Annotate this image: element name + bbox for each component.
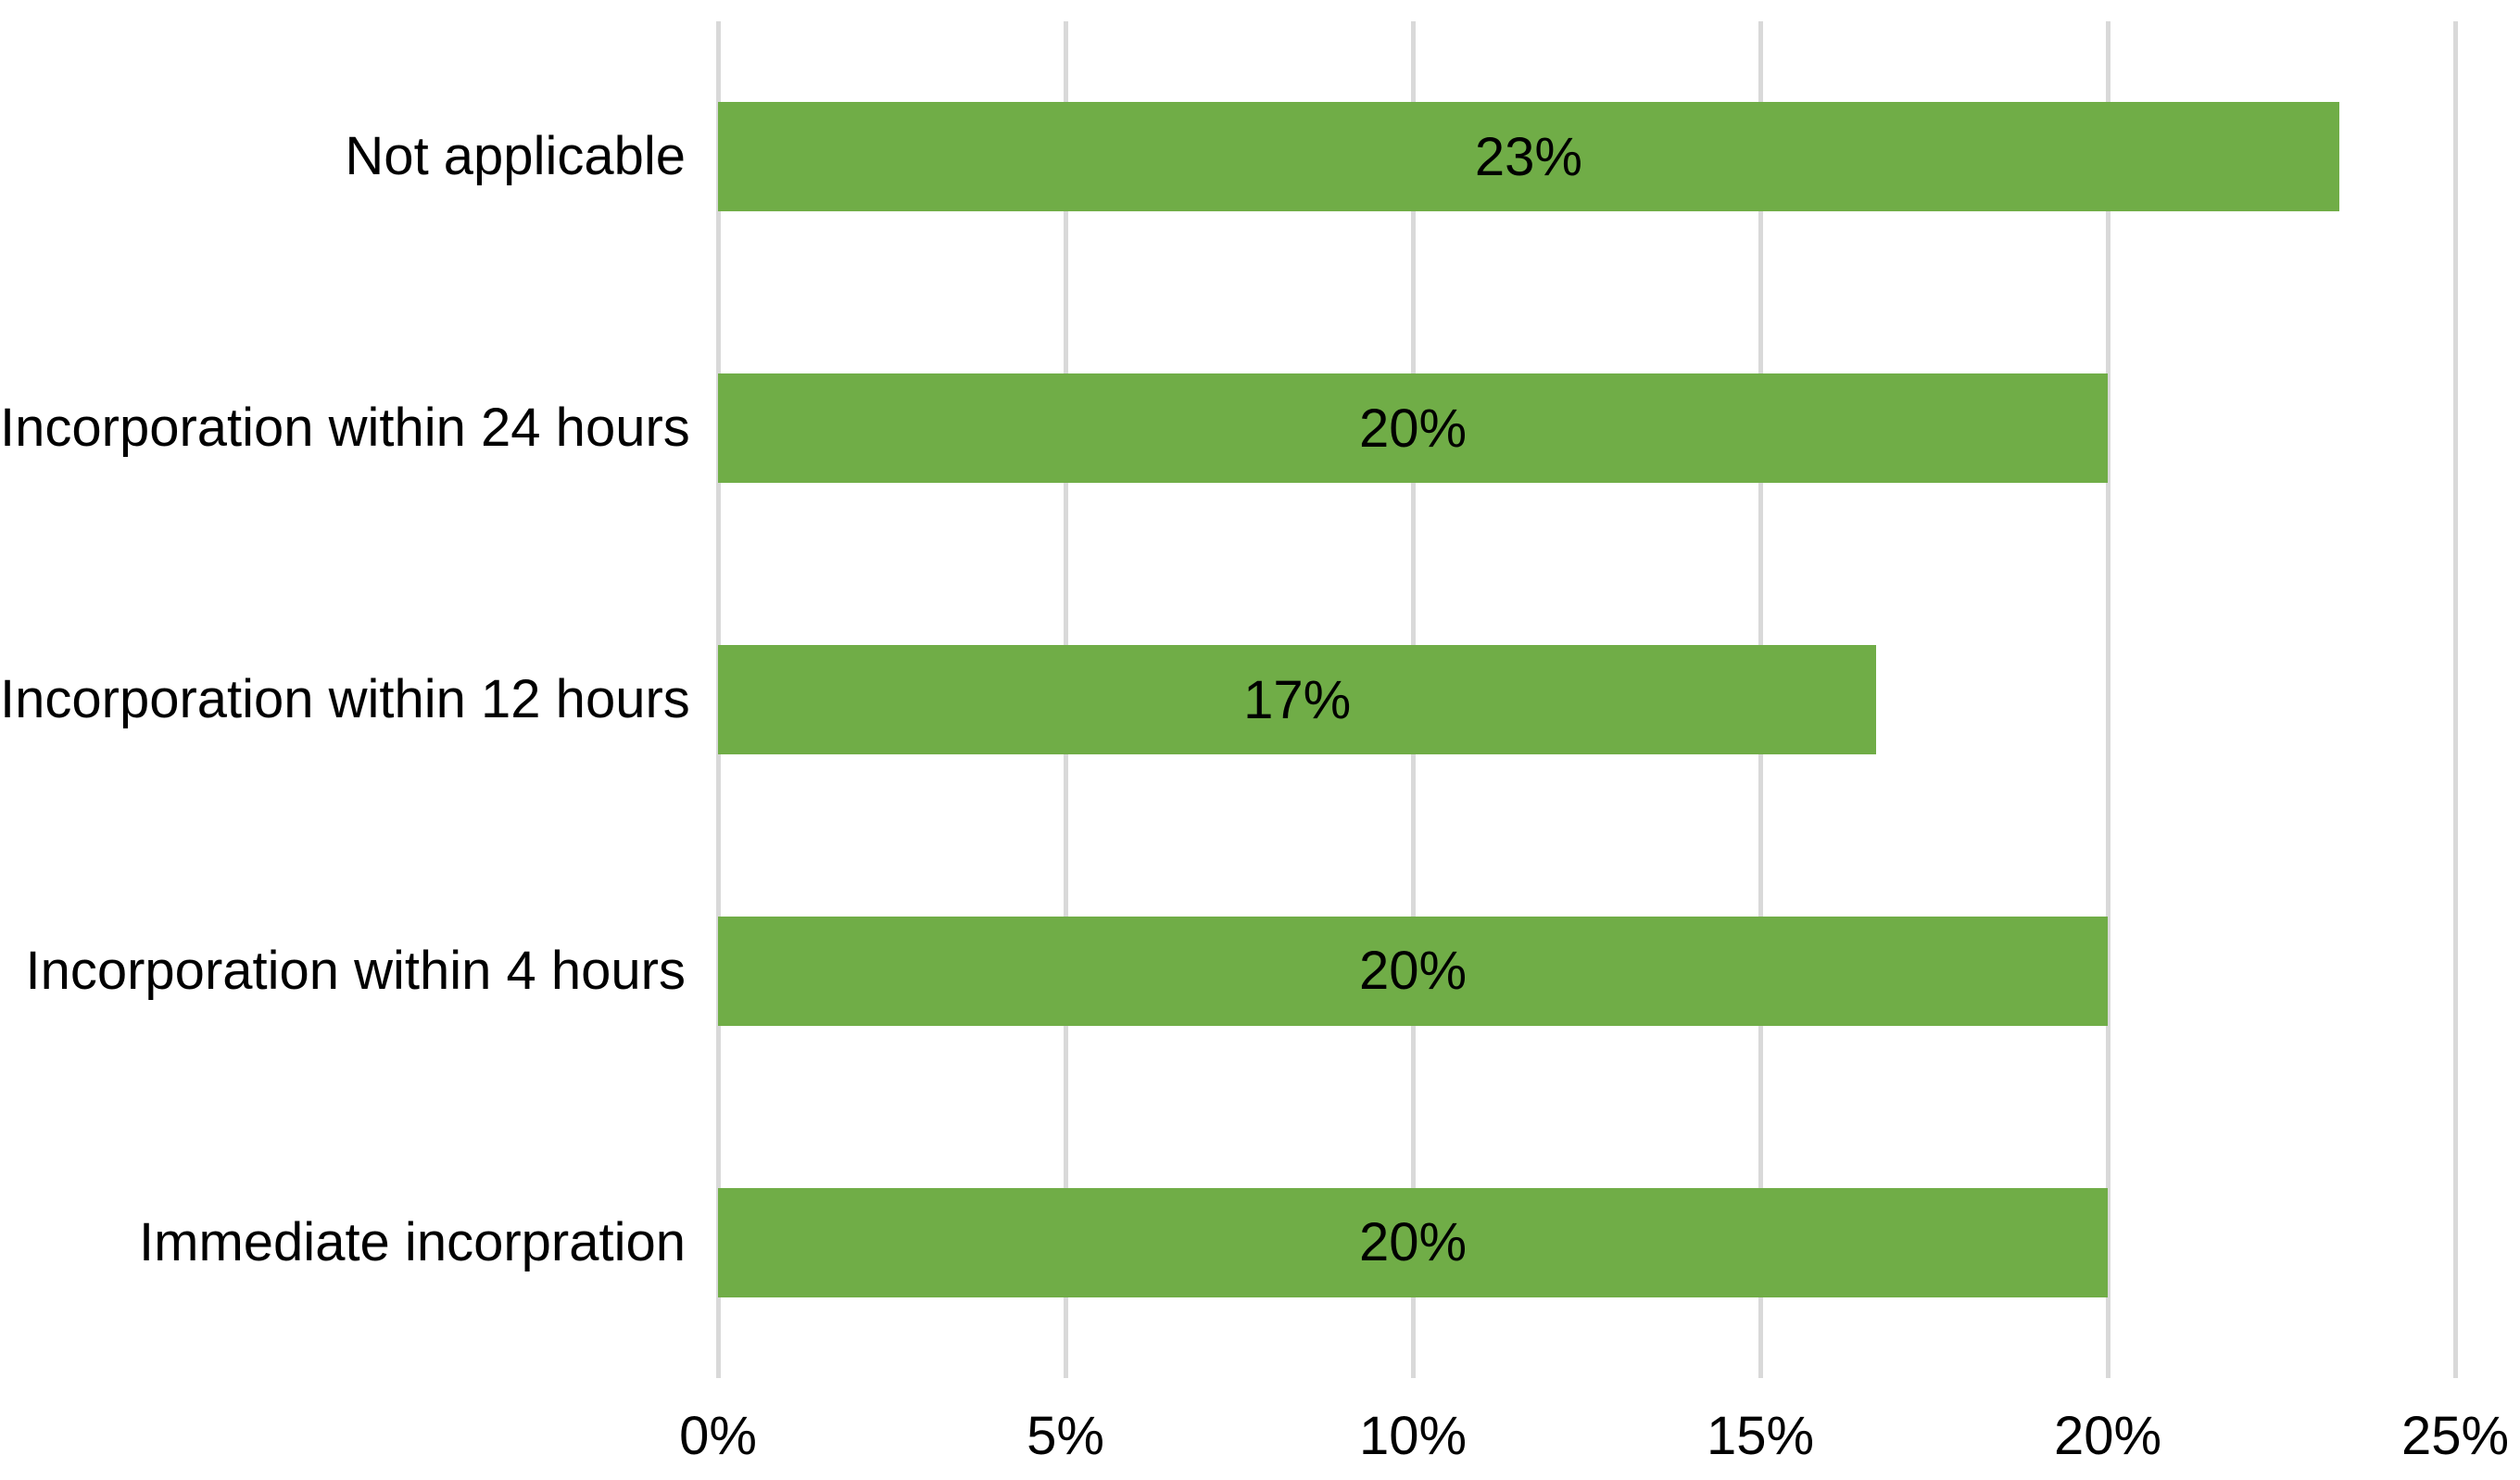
value-axis: 0% 5% 10% 15% 20% 25% — [679, 1395, 2509, 1478]
x-tick-label: 5% — [1027, 1406, 1104, 1466]
gridline-20% — [2105, 21, 2110, 1378]
bar: 23% — [718, 102, 2339, 212]
category-label: Immediate incorpration — [139, 1211, 686, 1272]
x-tick-label: 20% — [2053, 1406, 2162, 1466]
x-tick-label: 25% — [2400, 1406, 2510, 1466]
bar-value-label: 20% — [1358, 941, 1468, 1002]
bar-value-label: 20% — [1358, 398, 1468, 459]
bar: 20% — [718, 373, 2108, 484]
category-label: Incorporation within 24 hours — [0, 398, 690, 459]
x-tick-label: 15% — [1706, 1406, 1815, 1466]
x-tick-label: 0% — [679, 1406, 757, 1466]
bar: 20% — [718, 916, 2108, 1026]
gridline-25% — [2452, 21, 2458, 1378]
bar: 20% — [718, 1187, 2108, 1297]
bar: 17% — [718, 645, 1877, 754]
bar-value-label: 20% — [1358, 1212, 1468, 1273]
category-label: Incorporation within 4 hours — [25, 940, 686, 1001]
bar-value-label: 23% — [1474, 126, 1582, 187]
bar-value-label: 17% — [1243, 669, 1352, 730]
plot-area: 23% 20% 17% 20% 20% — [715, 21, 2458, 1378]
category-label: Not applicable — [345, 126, 686, 187]
x-tick-label: 10% — [1358, 1406, 1468, 1466]
category-label: Incorporation within 12 hours — [0, 669, 690, 729]
category-axis: Not applicable Incorporation within 24 ho… — [0, 21, 690, 1378]
